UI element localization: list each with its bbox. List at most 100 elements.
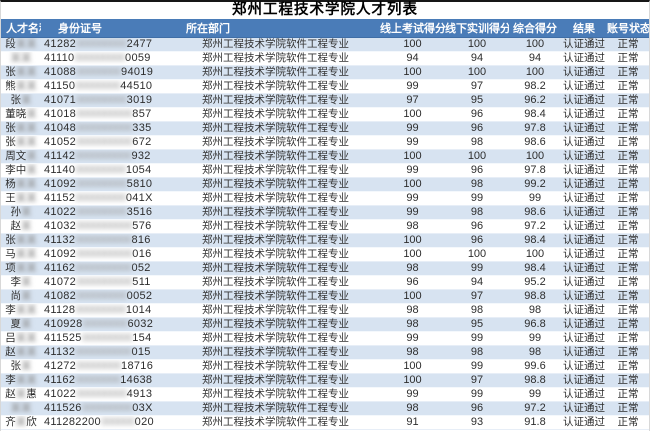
table-row[interactable]: 赵某惠 410220000000004913 郑州工程技术学院软件工程专业 99…: [1, 387, 649, 402]
table-row[interactable]: 张某某 410880000000094019 郑州工程技术学院软件工程专业 10…: [1, 65, 649, 80]
table-row[interactable]: 张某 412720000000018716 郑州工程技术学院软件工程专业 100…: [1, 359, 649, 374]
name-redacted-blur: 某某: [10, 402, 32, 414]
id-redacted-blur: 000000000: [75, 164, 126, 176]
cell-department: 郑州工程技术学院软件工程专业: [184, 51, 380, 66]
cell-id-number: 411320000000000816: [41, 233, 184, 248]
id-visible-prefix: 41150: [44, 80, 76, 92]
cell-id-number: 410928000000006032: [41, 317, 184, 332]
table-row[interactable]: 夏某 410928000000006032 郑州工程技术学院软件工程专业 98 …: [1, 317, 649, 332]
id-visible-suffix: 041X: [125, 192, 153, 204]
id-visible-suffix: 0059: [125, 52, 151, 64]
cell-total-score: 100: [509, 149, 561, 164]
table-row[interactable]: 齐某欣 411282200000000020 郑州工程技术学院软件工程专业 91…: [1, 415, 649, 430]
id-redacted-blur: 0000000000: [76, 248, 133, 260]
cell-result: 认证通过: [561, 219, 607, 234]
cell-department: 郑州工程技术学院软件工程专业: [184, 303, 380, 318]
cell-status: 正常: [607, 303, 649, 318]
cell-result: 认证通过: [561, 37, 607, 52]
table-row[interactable]: 张某 410710000000003019 郑州工程技术学院软件工程专业 97 …: [1, 93, 649, 108]
table-row[interactable]: 李中某 411400000000001054 郑州工程技术学院软件工程专业 99…: [1, 163, 649, 178]
id-visible-suffix: 016: [132, 248, 152, 260]
table-row[interactable]: 吕某某 411525000000000154 郑州工程技术学院软件工程专业 99…: [1, 331, 649, 346]
table-row[interactable]: 孙某 410220000000003516 郑州工程技术学院软件工程专业 99 …: [1, 205, 649, 220]
cell-offline-score: 95: [445, 317, 509, 332]
id-visible-prefix: 41110: [44, 52, 75, 64]
name-visible-prefix: 李: [5, 374, 16, 386]
cell-status: 正常: [607, 191, 649, 206]
name-visible-prefix: 张: [5, 234, 16, 246]
table-row[interactable]: 某某 41152600000000003X 郑州工程技术学院软件工程专业 98 …: [1, 401, 649, 416]
cell-id-number: 411100000000000059: [41, 51, 184, 66]
cell-total-score: 99.2: [509, 177, 561, 192]
table-row[interactable]: 董晓某 410180000000000857 郑州工程技术学院软件工程专业 10…: [1, 107, 649, 122]
id-visible-suffix: 4913: [126, 388, 153, 400]
id-visible-prefix: 41128: [44, 304, 76, 316]
table-row[interactable]: 杨某某 410920000000005810 郑州工程技术学院软件工程专业 10…: [1, 177, 649, 192]
id-visible-suffix: 5810: [126, 178, 153, 190]
table-row[interactable]: 尚某 410820000000000052 郑州工程技术学院软件工程专业 100…: [1, 289, 649, 304]
id-visible-suffix: 154: [132, 332, 152, 344]
name-visible-prefix: 吕: [5, 332, 16, 344]
name-redacted-blur: 某某: [15, 234, 37, 246]
cell-status: 正常: [607, 65, 649, 80]
id-visible-suffix: 2477: [126, 38, 153, 50]
cell-department: 郑州工程技术学院软件工程专业: [184, 37, 380, 52]
table-row[interactable]: 李某某 411620000000014638 郑州工程技术学院软件工程专业 10…: [1, 373, 649, 388]
table-row[interactable]: 张某某 411320000000000816 郑州工程技术学院软件工程专业 10…: [1, 233, 649, 248]
table-row[interactable]: 段某某 412820000000002477 郑州工程技术学院软件工程专业 10…: [1, 37, 649, 52]
cell-id-number: 410180000000000857: [41, 107, 184, 122]
cell-online-score: 99: [380, 135, 445, 150]
id-visible-prefix: 41272: [44, 360, 77, 372]
id-redacted-blur: 0000000000: [76, 220, 133, 232]
cell-department: 郑州工程技术学院软件工程专业: [184, 331, 380, 346]
cell-result: 认证通过: [561, 79, 607, 94]
name-visible-prefix: 张: [10, 94, 22, 106]
name-visible-prefix: 杨: [5, 178, 16, 190]
id-visible-prefix: 41088: [44, 66, 77, 78]
table-row[interactable]: 熊某某 411500000000044510 郑州工程技术学院软件工程专业 99…: [1, 79, 649, 94]
table-row[interactable]: 李某 410720000000000511 郑州工程技术学院软件工程专业 96 …: [1, 275, 649, 290]
cell-online-score: 99: [380, 121, 445, 136]
table-row[interactable]: 赵某某 411320000000000015 郑州工程技术学院软件工程专业 98…: [1, 345, 649, 360]
cell-offline-score: 98: [445, 205, 509, 220]
cell-name: 王某某: [1, 191, 41, 206]
name-redacted-blur: 某某: [10, 52, 32, 64]
id-redacted-blur: 00000000: [75, 80, 121, 92]
cell-department: 郑州工程技术学院软件工程专业: [184, 149, 380, 164]
id-redacted-blur: 000000000: [76, 290, 127, 302]
cell-name: 赵某某: [1, 345, 41, 360]
table-row[interactable]: 李某某 411280000000001014 郑州工程技术学院软件工程专业 98…: [1, 303, 649, 318]
table-row[interactable]: 张某某 410520000000000672 郑州工程技术学院软件工程专业 99…: [1, 135, 649, 150]
cell-online-score: 100: [380, 289, 445, 304]
cell-status: 正常: [607, 205, 649, 220]
cell-status: 正常: [607, 37, 649, 52]
cell-status: 正常: [607, 163, 649, 178]
cell-status: 正常: [607, 93, 649, 108]
cell-offline-score: 98: [445, 345, 509, 360]
table-row[interactable]: 王某某 41152000000000041X 郑州工程技术学院软件工程专业 99…: [1, 191, 649, 206]
id-visible-suffix: 857: [132, 108, 152, 120]
id-visible-suffix: 1014: [125, 304, 152, 316]
cell-id-number: 411320000000000015: [41, 345, 184, 360]
cell-status: 正常: [607, 317, 649, 332]
name-redacted-blur: 某某: [15, 66, 37, 78]
cell-status: 正常: [607, 387, 649, 402]
table-row[interactable]: 项某某 411620000000000052 郑州工程技术学院软件工程专业 98…: [1, 261, 649, 276]
cell-total-score: 98: [509, 345, 561, 360]
name-visible-prefix: 李中: [5, 164, 27, 176]
cell-result: 认证通过: [561, 359, 607, 374]
cell-result: 认证通过: [561, 331, 607, 346]
id-visible-suffix: 03X: [132, 402, 153, 414]
cell-total-score: 97.8: [509, 163, 561, 178]
id-visible-prefix: 41152: [44, 192, 76, 204]
id-visible-suffix: 0052: [126, 290, 153, 302]
table-row[interactable]: 张某某 410480000000000335 郑州工程技术学院软件工程专业 99…: [1, 121, 649, 136]
table-row[interactable]: 赵某 410320000000000576 郑州工程技术学院软件工程专业 98 …: [1, 219, 649, 234]
name-visible-prefix: 赵: [10, 220, 22, 232]
cell-offline-score: 96: [445, 219, 509, 234]
table-row[interactable]: 周文某 411420000000000932 郑州工程技术学院软件工程专业 10…: [1, 149, 649, 164]
table-row[interactable]: 某某 411100000000000059 郑州工程技术学院软件工程专业 94 …: [1, 51, 649, 66]
table-row[interactable]: 马某某 410920000000000016 郑州工程技术学院软件工程专业 10…: [1, 247, 649, 262]
cell-offline-score: 99: [445, 191, 509, 206]
id-visible-prefix: 41132: [44, 346, 76, 358]
